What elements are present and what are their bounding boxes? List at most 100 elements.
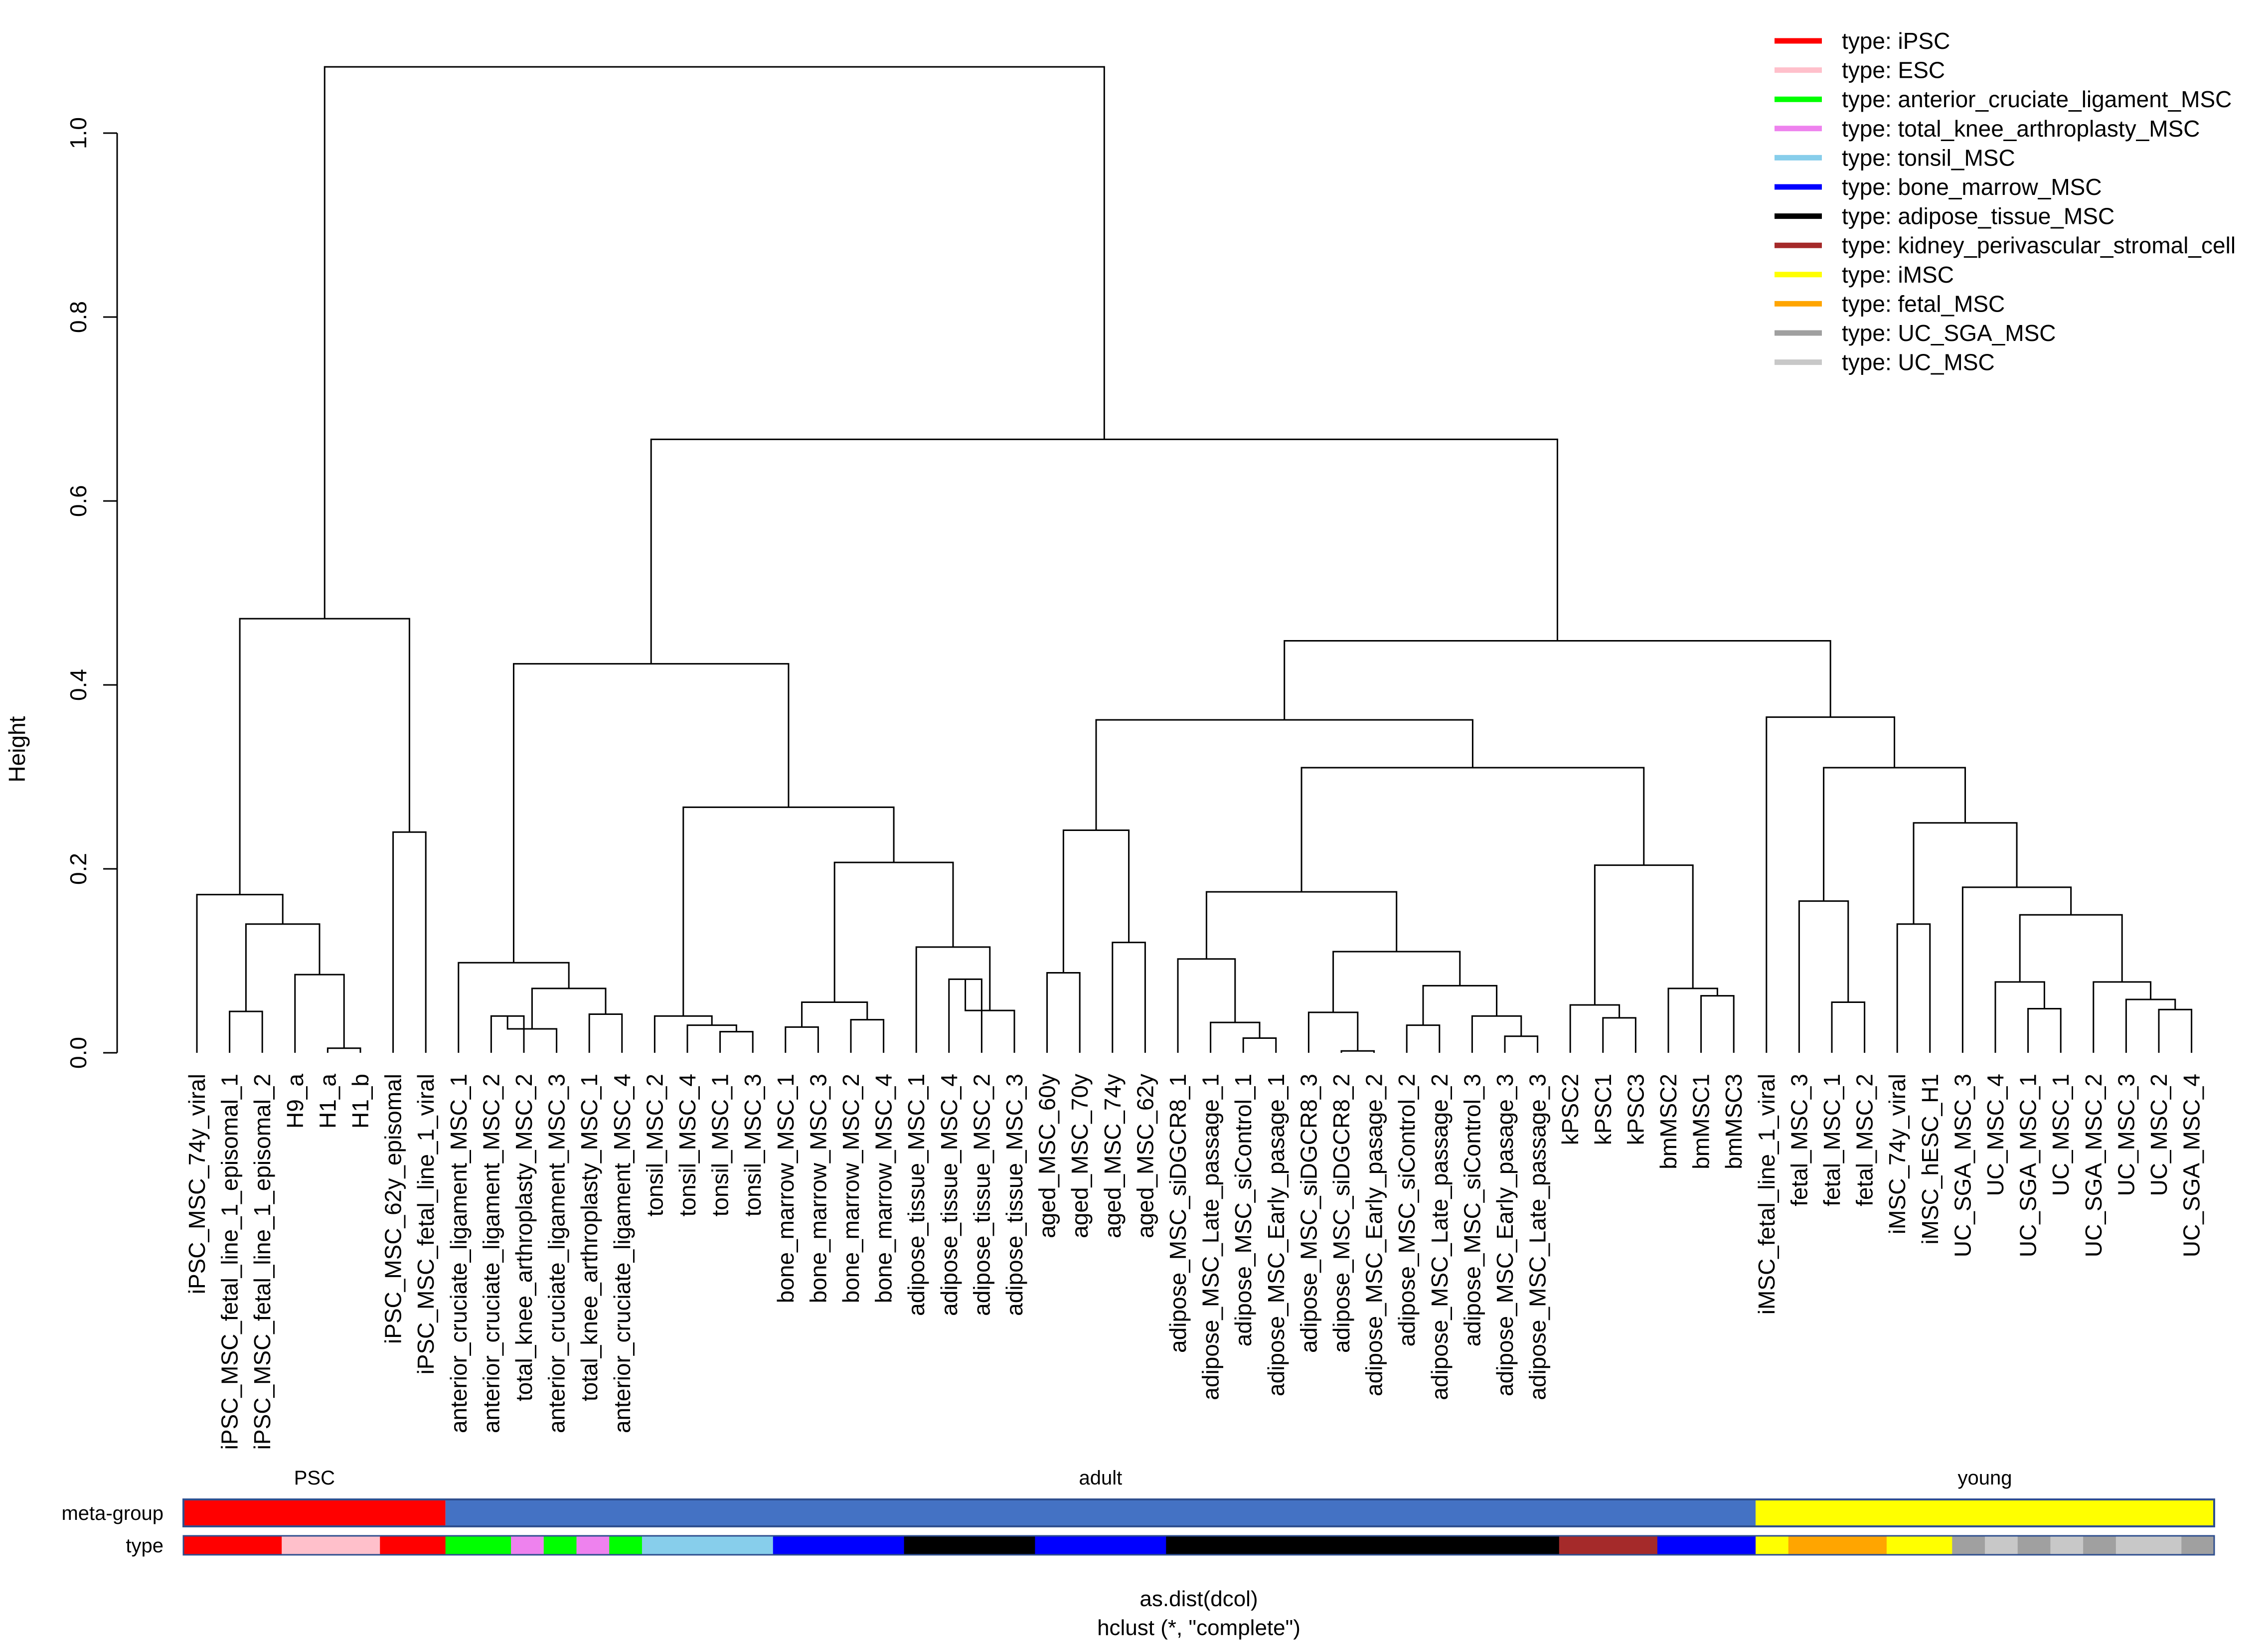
y-axis-title: Height [4,716,30,782]
dendrogram-branch [2158,1008,2193,1053]
leaf-label: iMSC_74y_viral [1884,1074,1910,1234]
leaf-label: fetal_MSC_2 [1852,1074,1878,1206]
type-segment [1788,1536,1887,1555]
meta-group-label: young [1958,1467,2012,1489]
leaf-label: bone_marrow_MSC_3 [805,1074,831,1303]
leaf-label: bmMSC3 [1721,1074,1747,1169]
dendrogram-branch [682,806,895,1016]
dendrogram-branch [1205,891,1398,959]
y-tick-label: 0.6 [65,485,91,517]
type-segment [576,1536,610,1555]
leaf-label: anterior_cruciate_ligament_MSC_4 [609,1074,635,1433]
leaf-label: aged_MSC_60y [1034,1074,1060,1238]
type-segment [773,1536,905,1555]
leaf-label: adipose_MSC_siDGCR8_3 [1296,1074,1321,1353]
meta-group-label: adult [1079,1467,1122,1489]
type-segment [1985,1536,2018,1555]
leaf-label: fetal_MSC_3 [1786,1074,1812,1206]
type-segment [2115,1536,2182,1555]
type-track-label: type [126,1535,163,1557]
leaf-label: adipose_MSC_Late_passage_2 [1427,1074,1453,1400]
leaf-label: tonsil_MSC_4 [674,1074,700,1216]
leaf-label: total_knee_arthroplasty_MSC_1 [576,1074,602,1401]
type-segment [1166,1536,1560,1555]
dendrogram-branch [294,974,345,1053]
type-segment [1756,1536,1789,1555]
leaf-label: tonsil_MSC_2 [642,1074,667,1216]
clustering-method-label: hclust (*, "complete") [1097,1616,1300,1640]
leaf-label: aged_MSC_70y [1067,1074,1093,1238]
leaf-label: iMSC_fetal_line_1_viral [1754,1074,1780,1315]
y-axis: 0.0 0.2 0.4 0.6 0.8 1.0 [65,117,118,1069]
legend-label: type: UC_MSC [1842,349,1995,375]
meta-group-segment [445,1499,1756,1526]
type-segment [904,1536,1035,1555]
leaf-label: UC_MSC_3 [2113,1074,2139,1196]
type-segment [1035,1536,1166,1555]
legend-label: type: fetal_MSC [1842,291,2005,317]
leaf-label: bmMSC2 [1655,1074,1681,1169]
leaf-label: H1_b [347,1074,373,1129]
leaf-label: UC_SGA_MSC_3 [1949,1074,1975,1257]
type-segment [2050,1536,2084,1555]
leaf-label: UC_MSC_4 [1982,1074,2008,1196]
type-segment [1886,1536,1952,1555]
y-tick-label: 0.8 [65,301,91,333]
x-axis-title: as.dist(dcol) [1139,1587,1258,1611]
type-segment [282,1536,380,1555]
meta-group-labels: PSC adult young [294,1467,2012,1489]
leaf-label: adipose_tissue_MSC_3 [1001,1074,1027,1316]
dendrogram-branch [2093,981,2152,1053]
type-segment [2017,1536,2051,1555]
legend-label: type: kidney_perivascular_stromal_cell [1842,232,2236,258]
leaf-label: adipose_MSC_Early_pasage_2 [1361,1074,1387,1396]
meta-group-track [182,1498,2215,1527]
legend-label: type: iMSC [1842,262,1954,288]
leaf-label: iPSC_MSC_62y_episomal [380,1074,406,1344]
leaf-label: kPSC1 [1590,1074,1616,1145]
leaf-label: tonsil_MSC_1 [707,1074,733,1216]
leaf-label: aged_MSC_62y [1132,1074,1158,1238]
leaf-label: iPSC_MSC_fetal_line_1_viral [413,1074,439,1374]
type-segment [609,1536,643,1555]
leaf-label: adipose_MSC_Late_passage_1 [1198,1074,1224,1400]
type-segment [511,1536,544,1555]
leaf-label: bone_marrow_MSC_4 [871,1074,897,1303]
leaf-label: UC_MSC_2 [2146,1074,2172,1196]
type-segment [1952,1536,1985,1555]
leaf-label: adipose_tissue_MSC_1 [903,1074,929,1316]
leaf-label: adipose_tissue_MSC_4 [936,1074,962,1316]
legend-label: type: iPSC [1842,28,1950,54]
leaf-label: adipose_MSC_Early_pasage_3 [1492,1074,1518,1396]
leaf-label: H9_a [282,1074,308,1129]
leaf-label: iPSC_MSC_74y_viral [184,1074,210,1294]
leaf-label: adipose_MSC_siDGCR8_2 [1328,1074,1354,1353]
leaf-label: adipose_MSC_Early_pasage_1 [1263,1074,1289,1396]
leaf-label: adipose_MSC_Late_passage_3 [1525,1074,1551,1400]
leaf-label: UC_SGA_MSC_4 [2179,1074,2205,1257]
legend-label: type: bone_marrow_MSC [1842,174,2102,200]
leaf-label: aged_MSC_74y [1100,1074,1126,1238]
leaf-label: UC_SGA_MSC_2 [2081,1074,2106,1257]
dendrogram-branch [324,66,1105,619]
leaf-label: iPSC_MSC_fetal_line_1_episomal_2 [249,1074,275,1450]
leaf-label: H1_a [315,1074,340,1129]
leaf-label: adipose_tissue_MSC_2 [969,1074,994,1316]
leaf-label: adipose_MSC_siControl_1 [1230,1074,1256,1346]
leaf-label: bone_marrow_MSC_2 [838,1074,864,1303]
dendrogram-tree [196,66,2193,1053]
leaf-label: total_knee_arthroplasty_MSC_2 [511,1074,537,1401]
leaf-label: anterior_cruciate_ligament_MSC_2 [478,1074,504,1433]
legend-label: type: ESC [1842,57,1945,83]
legend-label: type: UC_SGA_MSC [1842,320,2056,346]
meta-group-segment [1756,1499,2214,1526]
leaf-label: bone_marrow_MSC_1 [773,1074,799,1303]
y-tick-label: 0.4 [65,669,91,701]
type-segment [1657,1536,1756,1555]
leaf-label: fetal_MSC_1 [1819,1074,1845,1206]
leaf-labels: iPSC_MSC_74y_viral iPSC_MSC_fetal_line_1_… [184,1074,2205,1450]
legend-label: type: total_knee_arthroplasty_MSC [1842,116,2200,142]
meta-group-label: PSC [294,1467,335,1489]
type-segment [380,1536,446,1555]
